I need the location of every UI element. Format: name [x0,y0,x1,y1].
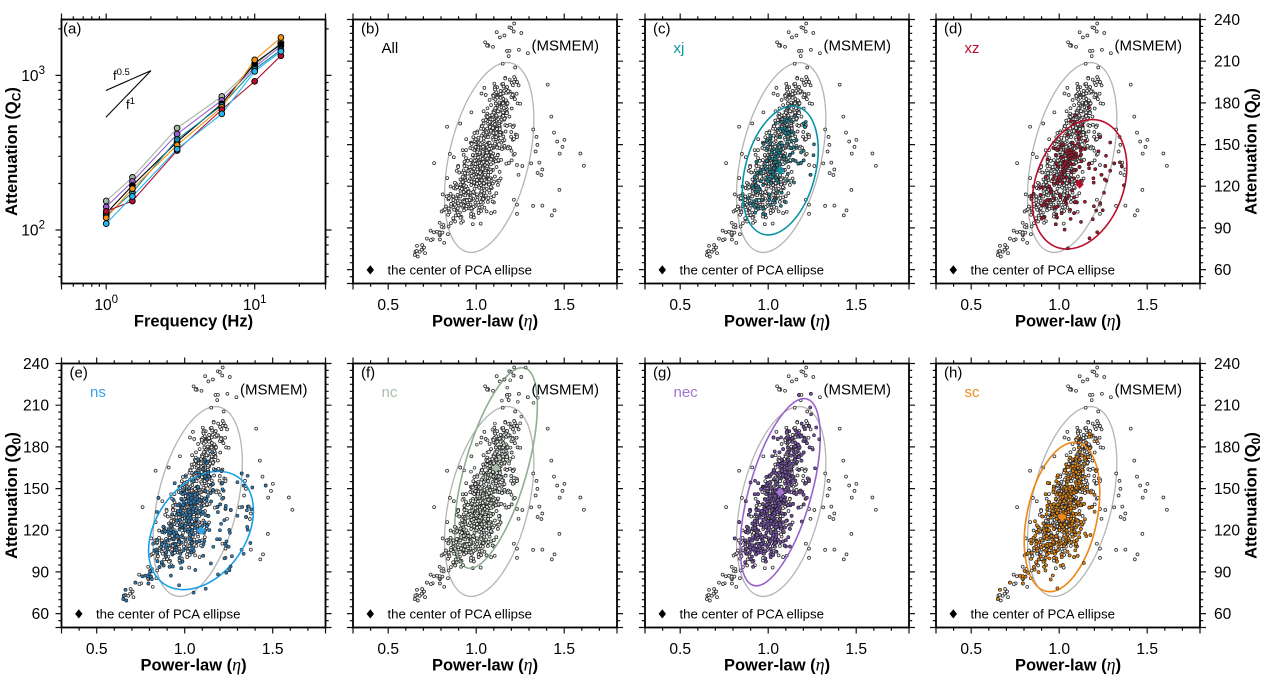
svg-text:(MSMEM): (MSMEM) [240,382,308,399]
svg-text:180: 180 [23,439,49,456]
svg-text:(MSMEM): (MSMEM) [824,38,892,55]
svg-text:Attenuation (Q0): Attenuation (Q0) [1243,432,1264,559]
svg-text:1.5: 1.5 [845,297,867,314]
svg-text:150: 150 [1214,137,1240,154]
svg-text:0.5: 0.5 [377,641,399,658]
svg-text:240: 240 [1214,12,1240,29]
svg-text:the center of PCA ellipse: the center of PCA ellipse [680,263,824,278]
svg-text:180: 180 [1214,95,1240,112]
svg-text:nec: nec [674,384,699,401]
svg-text:0.5: 0.5 [377,297,399,314]
svg-text:the center of PCA ellipse: the center of PCA ellipse [96,607,240,622]
svg-text:0.5: 0.5 [86,641,108,658]
svg-text:60: 60 [1214,606,1232,623]
svg-text:(g): (g) [653,364,671,381]
svg-text:(c): (c) [653,20,671,37]
svg-text:1.0: 1.0 [174,641,196,658]
svg-text:240: 240 [1214,356,1240,373]
svg-text:Attenuation (Q0): Attenuation (Q0) [1243,88,1264,215]
svg-text:180: 180 [1214,439,1240,456]
svg-text:210: 210 [1214,398,1240,415]
svg-text:(MSMEM): (MSMEM) [532,382,600,399]
svg-text:All: All [382,40,399,57]
svg-text:Attenuation (Q0): Attenuation (Q0) [3,432,24,559]
svg-text:0.5: 0.5 [960,641,982,658]
svg-text:1.0: 1.0 [757,641,779,658]
svg-text:(a): (a) [63,20,81,37]
svg-text:the center of PCA ellipse: the center of PCA ellipse [971,607,1115,622]
svg-text:Power-law (η): Power-law (η) [1015,655,1121,675]
svg-text:(f): (f) [361,364,375,381]
svg-text:0.5: 0.5 [669,641,691,658]
svg-text:240: 240 [23,356,49,373]
svg-text:Power-law (η): Power-law (η) [724,311,830,331]
svg-text:1.5: 1.5 [1136,297,1158,314]
svg-text:1.0: 1.0 [465,641,487,658]
svg-text:nc: nc [382,384,398,401]
svg-text:60: 60 [1214,262,1232,279]
svg-text:(MSMEM): (MSMEM) [532,38,600,55]
svg-text:90: 90 [1214,220,1232,237]
svg-text:(h): (h) [944,364,962,381]
svg-text:(b): (b) [361,20,379,37]
svg-text:Power-law (η): Power-law (η) [140,655,246,675]
svg-text:1.5: 1.5 [262,641,284,658]
svg-text:xz: xz [965,40,980,57]
svg-text:90: 90 [32,564,50,581]
svg-text:(d): (d) [944,20,962,37]
svg-text:xj: xj [674,40,685,57]
svg-text:the center of PCA ellipse: the center of PCA ellipse [971,263,1115,278]
svg-text:the center of PCA ellipse: the center of PCA ellipse [388,607,532,622]
svg-text:1.5: 1.5 [553,641,575,658]
svg-text:(MSMEM): (MSMEM) [824,382,892,399]
svg-text:ns: ns [90,384,106,401]
svg-text:1.5: 1.5 [845,641,867,658]
svg-text:the center of PCA ellipse: the center of PCA ellipse [680,607,824,622]
svg-text:210: 210 [1214,54,1240,71]
svg-text:the center of PCA ellipse: the center of PCA ellipse [388,263,532,278]
svg-text:(e): (e) [70,364,88,381]
svg-text:60: 60 [32,606,50,623]
svg-text:150: 150 [1214,481,1240,498]
svg-text:sc: sc [965,384,981,401]
svg-text:Power-law (η): Power-law (η) [432,655,538,675]
svg-text:1.0: 1.0 [757,297,779,314]
svg-text:210: 210 [23,398,49,415]
svg-text:1.0: 1.0 [1048,297,1070,314]
svg-text:150: 150 [23,481,49,498]
svg-text:(MSMEM): (MSMEM) [1115,38,1183,55]
svg-text:1.5: 1.5 [553,297,575,314]
svg-text:Frequency (Hz): Frequency (Hz) [134,312,253,330]
svg-text:0.5: 0.5 [960,297,982,314]
svg-text:Power-law (η): Power-law (η) [1015,311,1121,331]
svg-text:1.5: 1.5 [1136,641,1158,658]
svg-text:Power-law (η): Power-law (η) [432,311,538,331]
svg-text:Attenuation (QC): Attenuation (QC) [3,87,24,216]
svg-text:120: 120 [1214,179,1240,196]
svg-text:f1: f1 [126,96,135,112]
svg-text:1.0: 1.0 [1048,641,1070,658]
svg-text:0.5: 0.5 [669,297,691,314]
svg-text:90: 90 [1214,564,1232,581]
svg-text:(MSMEM): (MSMEM) [1115,382,1183,399]
svg-text:120: 120 [1214,523,1240,540]
svg-text:120: 120 [23,523,49,540]
svg-text:Power-law (η): Power-law (η) [724,655,830,675]
svg-text:1.0: 1.0 [465,297,487,314]
